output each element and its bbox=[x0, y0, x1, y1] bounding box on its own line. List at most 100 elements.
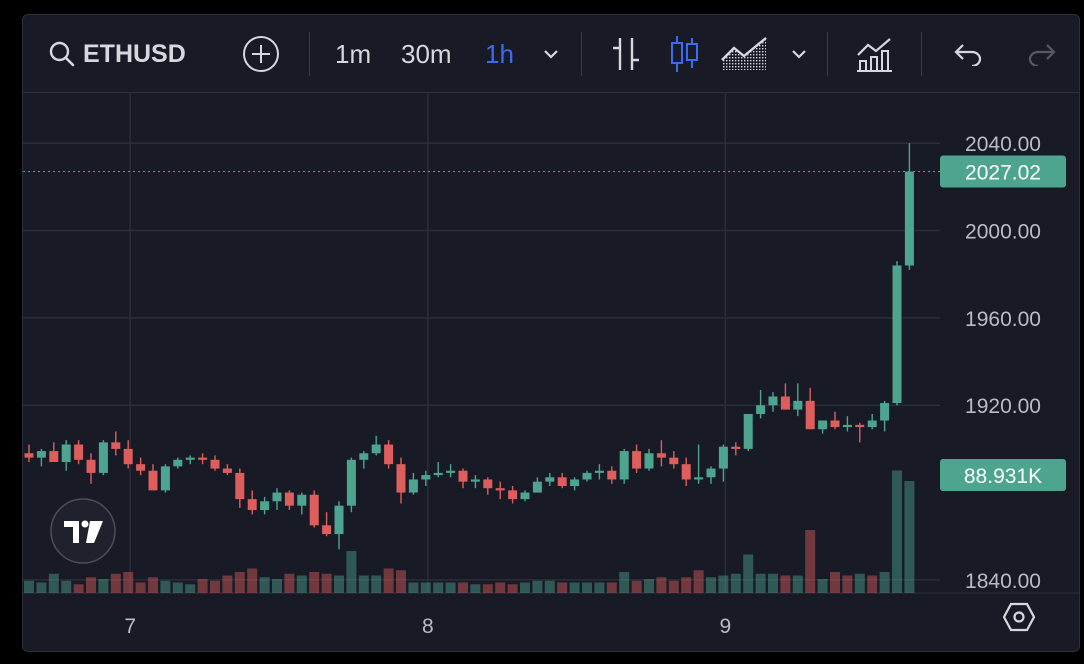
candle-body bbox=[682, 464, 691, 479]
add-circle-icon[interactable] bbox=[241, 15, 281, 93]
toolbar: ETHUSD 1m 30m 1h bbox=[23, 15, 1079, 93]
volume-bar bbox=[185, 584, 195, 593]
candle-body bbox=[372, 445, 381, 454]
area-chart-icon[interactable] bbox=[719, 15, 769, 93]
candle-body bbox=[607, 471, 616, 480]
candle-body bbox=[893, 265, 902, 403]
candle-body bbox=[620, 451, 629, 479]
candle-body bbox=[669, 458, 678, 465]
volume-bar bbox=[582, 583, 592, 594]
candle-body bbox=[731, 447, 740, 449]
candle-body bbox=[211, 460, 220, 469]
volume-bar bbox=[706, 577, 716, 593]
separator bbox=[827, 32, 828, 76]
volume-bar bbox=[297, 576, 307, 594]
y-tick-label: 2000.00 bbox=[965, 221, 1041, 244]
candle-body bbox=[719, 447, 728, 469]
candle-body bbox=[161, 466, 170, 490]
candle-body bbox=[25, 453, 34, 457]
chevron-down-icon[interactable] bbox=[539, 15, 563, 93]
separator bbox=[309, 32, 310, 76]
volume-bar bbox=[644, 579, 654, 593]
candle-body bbox=[545, 477, 554, 481]
symbol-label[interactable]: ETHUSD bbox=[83, 15, 186, 93]
volume-bar bbox=[74, 584, 84, 593]
interval-1h[interactable]: 1h bbox=[485, 15, 514, 93]
candle-body bbox=[384, 445, 393, 465]
volume-bar bbox=[98, 579, 108, 593]
volume-bar bbox=[433, 583, 443, 594]
price-badge: 2027.02 bbox=[940, 156, 1066, 188]
volume-bar bbox=[446, 583, 456, 594]
redo-icon[interactable] bbox=[1025, 15, 1059, 93]
y-tick-label: 2040.00 bbox=[965, 133, 1041, 156]
candle-body bbox=[124, 449, 133, 464]
candle-body bbox=[855, 425, 864, 427]
candle-body bbox=[905, 172, 914, 266]
candle-body bbox=[446, 471, 455, 473]
volume-bar bbox=[694, 570, 704, 593]
volume-bar bbox=[743, 555, 753, 594]
candle-body bbox=[111, 442, 120, 449]
volume-bar bbox=[594, 583, 604, 594]
volume-bar bbox=[334, 576, 344, 594]
x-tick-label: 8 bbox=[422, 615, 434, 638]
volume-bar bbox=[867, 576, 877, 594]
tradingview-logo[interactable] bbox=[51, 499, 115, 563]
interval-1m[interactable]: 1m bbox=[335, 15, 371, 93]
candle-body bbox=[297, 495, 306, 506]
candlestick-icon[interactable] bbox=[667, 15, 701, 93]
volume-bar bbox=[235, 572, 245, 593]
candle-body bbox=[533, 482, 542, 493]
settings-hexagon-icon[interactable] bbox=[1003, 602, 1035, 637]
volume-bar bbox=[24, 581, 34, 593]
candle-body bbox=[645, 453, 654, 468]
candle-body bbox=[583, 473, 592, 480]
indicators-icon[interactable] bbox=[855, 15, 895, 93]
x-tick-label: 7 bbox=[124, 615, 136, 638]
candle-body bbox=[818, 421, 827, 430]
volume-bar bbox=[470, 584, 480, 593]
candle-body bbox=[37, 451, 46, 458]
last-volume-label: 88.931K bbox=[964, 465, 1042, 488]
separator bbox=[581, 32, 582, 76]
volume-bar bbox=[396, 570, 406, 593]
volume-bar bbox=[160, 581, 170, 593]
candle-body bbox=[198, 458, 207, 460]
undo-icon[interactable] bbox=[951, 15, 985, 93]
candle-body bbox=[769, 396, 778, 405]
candle-body bbox=[471, 479, 480, 481]
candle-body bbox=[434, 473, 443, 475]
volume-bar bbox=[421, 583, 431, 594]
candle-body bbox=[186, 458, 195, 460]
chevron-down-icon[interactable] bbox=[787, 15, 811, 93]
volume-bar bbox=[570, 583, 580, 594]
candle-body bbox=[347, 460, 356, 506]
volume-bar bbox=[793, 576, 803, 594]
candle-body bbox=[508, 490, 517, 499]
volume-bar bbox=[148, 577, 158, 593]
volume-bar bbox=[780, 576, 790, 594]
candle-body bbox=[136, 464, 145, 471]
y-tick-label: 1840.00 bbox=[965, 570, 1041, 593]
volume-bar bbox=[61, 581, 71, 593]
volume-bar bbox=[508, 584, 518, 593]
bar-chart-icon[interactable] bbox=[609, 15, 643, 93]
x-tick-label: 9 bbox=[720, 615, 732, 638]
candle-body bbox=[273, 493, 282, 502]
candle-body bbox=[570, 479, 579, 486]
y-tick-label: 1960.00 bbox=[965, 308, 1041, 331]
search-icon[interactable] bbox=[47, 15, 77, 93]
volume-bar bbox=[892, 471, 902, 594]
volume-bar bbox=[408, 583, 418, 594]
interval-30m[interactable]: 30m bbox=[401, 15, 452, 93]
volume-bar bbox=[718, 576, 728, 594]
volume-bar bbox=[681, 577, 691, 593]
volume-bar bbox=[384, 569, 394, 594]
candle-body bbox=[248, 499, 257, 510]
candle-body bbox=[793, 401, 802, 410]
candle-body bbox=[483, 479, 492, 488]
volume-bar bbox=[123, 572, 133, 593]
volume-bar bbox=[880, 572, 890, 593]
